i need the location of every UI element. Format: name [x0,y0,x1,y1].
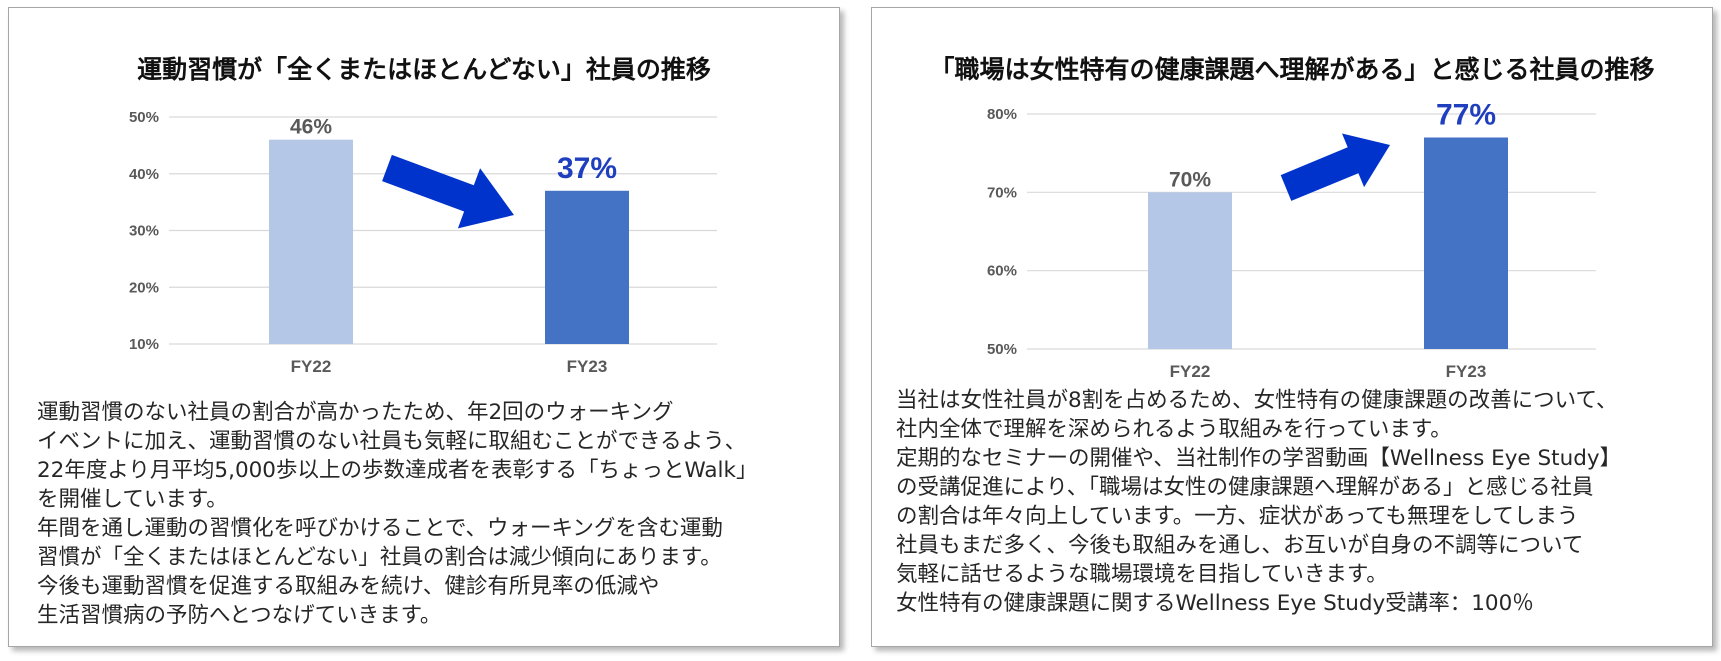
description-line: の割合は年々向上しています。一方、症状があっても無理をしてしまう [896,504,1579,529]
right-panel: 「職場は女性特有の健康課題へ理解がある」と感じる社員の推移 50% 60% 70% 8… [871,7,1713,647]
y-tick-label: 70% [987,184,1017,201]
y-tick-label: 50% [129,109,159,126]
bar-fy22 [1148,192,1232,349]
trend-down-arrow-icon [382,154,514,229]
y-tick-label: 10% [129,336,159,353]
description-line: 習慣が「全くまたはほとんどない」社員の割合は減少傾向にあります。 [37,545,722,570]
data-label: 46% [290,116,332,139]
x-tick-label: FY22 [1170,362,1211,381]
description-line: 22年度より月平均5,000歩以上の歩数達成者を表彰する「ちょっとWalk」 [37,458,758,483]
chart-title: 「職場は女性特有の健康課題へ理解がある」と感じる社員の推移 [929,55,1655,84]
description-line: 今後も運動習慣を促進する取組みを続け、健診有所見率の低減や [37,574,660,599]
description-line: 当社は女性社員が8割を占めるため、女性特有の健康課題の改善について、 [896,388,1618,413]
y-tick-label: 30% [129,223,159,240]
description-line: 社内全体で理解を深められるよう取組みを行っています。 [896,417,1452,442]
trend-up-arrow-icon [1280,133,1390,201]
data-label: 37% [557,152,617,185]
y-tick-label: 20% [129,279,159,296]
description-line: 生活習慣病の予防へとつなげていきます。 [37,603,442,628]
womens-health-understanding-chart: 50% 60% 70% 80% FY22 70% FY23 77% [987,99,1596,381]
description-line: 気軽に話せるような職場環境を目指していきます。 [896,562,1388,587]
bar-fy22 [269,139,353,344]
description-line: の受講促進により、「職場は女性の健康課題へ理解がある」と感じる社員 [896,475,1594,500]
description-line: 年間を通し運動の習慣化を呼びかけることで、ウォーキングを含む運動 [37,516,723,541]
y-tick-label: 80% [987,106,1017,123]
y-tick-label: 40% [129,166,159,183]
description-line: 社員もまだ多く、今後も取組みを通し、お互いが自身の不調等について [896,533,1584,558]
x-tick-label: FY23 [567,357,608,376]
description-line: を開催しています。 [37,487,228,512]
description-line: 定期的なセミナーの開催や、当社制作の学習動画【Wellness Eye Stud… [896,446,1622,471]
y-tick-label: 50% [987,341,1017,358]
description-text: 当社は女性社員が8割を占めるため、女性特有の健康課題の改善について、 社内全体で理… [896,386,1621,618]
description-line: 女性特有の健康課題に関するWellness Eye Study受講率：100％ [896,591,1534,616]
left-panel: 運動習慣が「全くまたはほとんどない」社員の推移 10% 20% 30% 40% 50% F… [8,7,840,647]
exercise-habit-chart: 10% 20% 30% 40% 50% FY22 46% FY23 37% [129,109,717,376]
x-tick-label: FY22 [291,357,332,376]
x-tick-label: FY23 [1446,362,1487,381]
data-label: 77% [1436,99,1496,132]
chart-title: 運動習慣が「全くまたはほとんどない」社員の推移 [137,55,711,84]
bar-fy23 [1424,137,1508,349]
bar-fy23 [545,190,629,344]
description-line: イベントに加え、運動習慣のない社員も気軽に取組むことができるよう、 [37,429,747,454]
data-label: 70% [1169,168,1211,191]
description-line: 運動習慣のない社員の割合が高かったため、年2回のウォーキング [37,400,674,425]
description-text: 運動習慣のない社員の割合が高かったため、年2回のウォーキングイベントに加え、運動… [37,398,757,630]
y-tick-label: 60% [987,263,1017,280]
